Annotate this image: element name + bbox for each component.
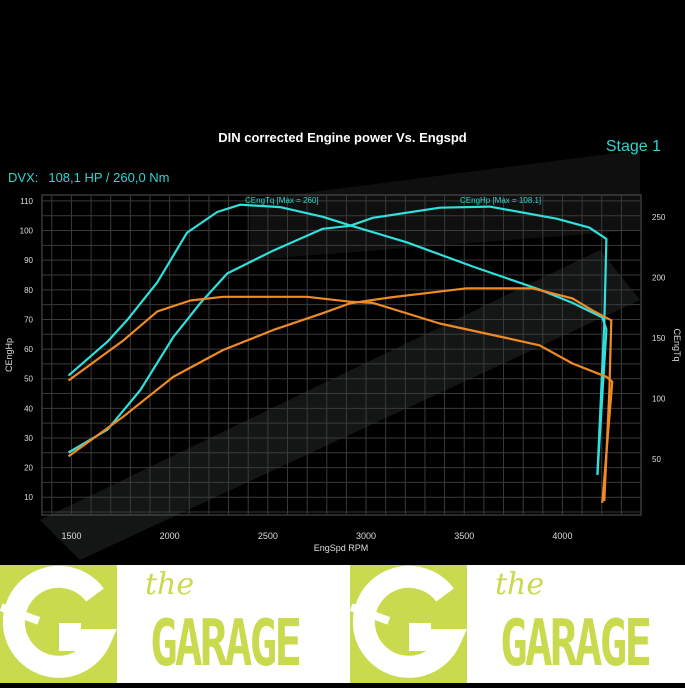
y-right-tick-label: 150 bbox=[652, 334, 666, 343]
series-line-stock_torque bbox=[67, 295, 614, 503]
y-left-tick-label: 20 bbox=[24, 464, 33, 473]
logo-garage: GARAGE bbox=[150, 607, 302, 681]
garage-logo: the GARAGE bbox=[0, 565, 335, 683]
torque-max-annotation: CEngTq [Max = 260] bbox=[245, 196, 319, 205]
y-left-tick-label: 10 bbox=[24, 493, 33, 502]
logo-the: the bbox=[495, 567, 545, 602]
y-left-tick-label: 100 bbox=[20, 227, 34, 236]
y-axis-right-label: CEngTq bbox=[672, 328, 682, 361]
y-left-tick-label: 60 bbox=[24, 345, 33, 354]
x-tick-label: 2000 bbox=[160, 531, 180, 541]
x-axis-label: EngSpd RPM bbox=[314, 543, 369, 553]
series-line-tuned_power bbox=[67, 205, 608, 475]
y-left-tick-label: 70 bbox=[24, 315, 33, 324]
y-axis-left-label: CEngHp bbox=[4, 338, 14, 372]
summary-values: 108,1 HP / 260,0 Nm bbox=[48, 170, 170, 185]
y-left-tick-label: 90 bbox=[24, 256, 33, 265]
x-tick-label: 2500 bbox=[258, 531, 278, 541]
x-tick-label: 3500 bbox=[454, 531, 474, 541]
summary-model: DVX: bbox=[8, 170, 39, 185]
g-wrench-icon bbox=[349, 565, 467, 683]
footer-banner: the GARAGE the GARAGE bbox=[0, 565, 685, 683]
x-tick-label: 4000 bbox=[552, 531, 572, 541]
power-max-annotation: CEngHp [Max = 108.1] bbox=[460, 196, 541, 205]
y-left-tick-label: 30 bbox=[24, 434, 33, 443]
x-tick-label: 3000 bbox=[356, 531, 376, 541]
series-lines bbox=[67, 203, 614, 503]
y-left-tick-label: 80 bbox=[24, 286, 33, 295]
g-wrench-icon bbox=[0, 565, 117, 683]
series-line-tuned_torque bbox=[67, 203, 608, 476]
garage-logo: the GARAGE bbox=[349, 565, 685, 683]
chart-title: DIN corrected Engine power Vs. Engspd bbox=[218, 130, 467, 145]
y-left-tick-label: 40 bbox=[24, 404, 33, 413]
x-tick-label: 1500 bbox=[61, 531, 81, 541]
y-right-tick-label: 50 bbox=[652, 455, 661, 464]
logo-garage: GARAGE bbox=[500, 607, 652, 681]
y-left-tick-label: 50 bbox=[24, 375, 33, 384]
summary: DVX: 108,1 HP / 260,0 Nm bbox=[8, 170, 180, 185]
y-left-tick-label: 110 bbox=[20, 197, 33, 206]
series-line-stock_power bbox=[67, 287, 613, 502]
y-right-tick-label: 100 bbox=[652, 395, 666, 404]
ticks: 1500 2000 2500 3000 3500 4000 10 20 30 40 50 60 70 80… bbox=[20, 197, 666, 541]
dyno-chart: 1500 2000 2500 3000 3500 4000 10 20 30 40 50 60 70 80… bbox=[4, 150, 682, 560]
stage-label: Stage 1 bbox=[605, 138, 661, 155]
logo-the: the bbox=[145, 567, 195, 602]
y-right-tick-label: 250 bbox=[652, 213, 666, 222]
plot-area bbox=[41, 194, 642, 516]
y-right-tick-label: 200 bbox=[652, 273, 666, 282]
